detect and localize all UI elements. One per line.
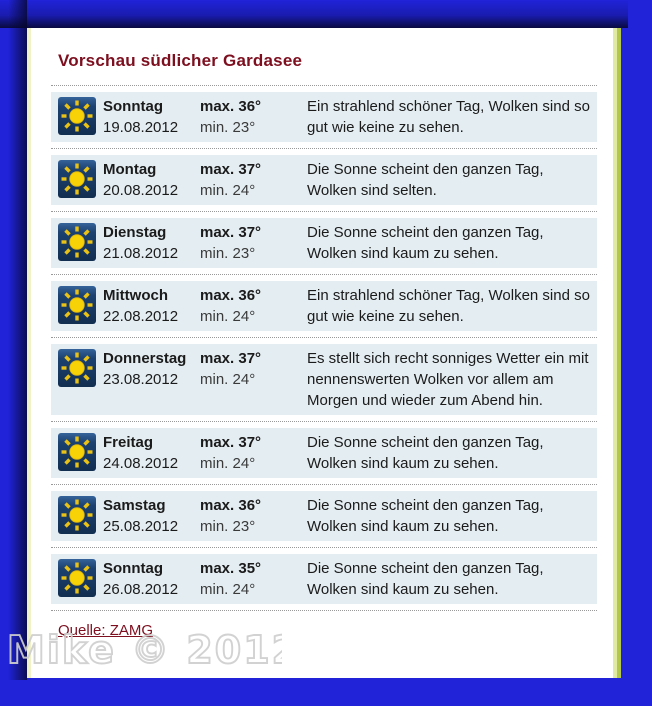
forecast-row-inner: Samstag 25.08.2012 max. 36° min. 23° Die…: [51, 491, 597, 541]
temp-max: max. 36°: [200, 287, 262, 304]
day-name: Sonntag: [103, 98, 163, 115]
day-date: 22.08.2012: [103, 308, 179, 325]
forecast-row-inner: Sonntag 19.08.2012 max. 36° min. 23° Ein…: [51, 92, 597, 142]
forecast-row-inner: Freitag 24.08.2012 max. 37° min. 24° Die…: [51, 428, 597, 478]
temp-max: max. 36°: [200, 98, 262, 115]
temp-max: max. 37°: [200, 434, 262, 451]
source-link[interactable]: Quelle: ZAMG: [58, 622, 154, 639]
forecast-row: Donnerstag 23.08.2012 max. 37° min. 24° …: [51, 337, 597, 415]
forecast-row-inner: Montag 20.08.2012 max. 37° min. 24° Die …: [51, 155, 597, 205]
day-date: 23.08.2012: [103, 371, 179, 388]
temperature-column: max. 37° min. 24°: [200, 159, 307, 201]
temperature-column: max. 37° min. 23°: [200, 222, 307, 264]
forecast-row-inner: Sonntag 26.08.2012 max. 35° min. 24° Die…: [51, 554, 597, 604]
forecast-row: Montag 20.08.2012 max. 37° min. 24° Die …: [51, 148, 597, 205]
temp-max: max. 37°: [200, 350, 262, 367]
day-name: Freitag: [103, 434, 154, 451]
sun-icon: [58, 496, 96, 534]
day-column: Donnerstag 23.08.2012: [103, 348, 200, 390]
forecast-row: Freitag 24.08.2012 max. 37° min. 24° Die…: [51, 421, 597, 478]
day-date: 20.08.2012: [103, 182, 179, 199]
temperature-column: max. 37° min. 24°: [200, 348, 307, 390]
temp-min: min. 23°: [200, 119, 256, 136]
temp-min: min. 24°: [200, 581, 256, 598]
day-date: 26.08.2012: [103, 581, 179, 598]
forecast-description: Es stellt sich recht sonniges Wetter ein…: [307, 350, 589, 409]
forecast-list: Sonntag 19.08.2012 max. 36° min. 23° Ein…: [51, 85, 597, 611]
forecast-row-inner: Donnerstag 23.08.2012 max. 37° min. 24° …: [51, 344, 597, 415]
temp-max: max. 37°: [200, 161, 262, 178]
frame-left-shadow: [0, 0, 27, 680]
sun-icon: [58, 286, 96, 324]
temp-max: max. 35°: [200, 560, 262, 577]
page-title: Vorschau südlicher Gardasee: [58, 51, 303, 70]
forecast-description: Die Sonne scheint den ganzen Tag, Wolken…: [307, 161, 544, 199]
forecast-card: Vorschau südlicher Gardasee: [27, 28, 621, 678]
temp-min: min. 24°: [200, 371, 256, 388]
day-column: Samstag 25.08.2012: [103, 495, 200, 537]
sun-icon: [58, 349, 96, 387]
temp-max: max. 37°: [200, 224, 262, 241]
sun-icon: [58, 433, 96, 471]
day-date: 25.08.2012: [103, 518, 179, 535]
day-name: Samstag: [103, 497, 166, 514]
temperature-column: max. 36° min. 23°: [200, 495, 307, 537]
forecast-row: Dienstag 21.08.2012 max. 37° min. 23° Di…: [51, 211, 597, 268]
day-column: Sonntag 19.08.2012: [103, 96, 200, 138]
forecast-description: Ein strahlend schöner Tag, Wolken sind s…: [307, 287, 590, 325]
day-column: Dienstag 21.08.2012: [103, 222, 200, 264]
forecast-row-inner: Mittwoch 22.08.2012 max. 36° min. 24° Ei…: [51, 281, 597, 331]
day-column: Montag 20.08.2012: [103, 159, 200, 201]
forecast-description: Die Sonne scheint den ganzen Tag, Wolken…: [307, 560, 544, 598]
card-right-edge-strip: [613, 28, 621, 678]
temperature-column: max. 36° min. 23°: [200, 96, 307, 138]
day-column: Mittwoch 22.08.2012: [103, 285, 200, 327]
forecast-row: Sonntag 26.08.2012 max. 35° min. 24° Die…: [51, 547, 597, 604]
temp-min: min. 24°: [200, 182, 256, 199]
card-content: Vorschau südlicher Gardasee: [51, 28, 597, 639]
temperature-column: max. 36° min. 24°: [200, 285, 307, 327]
temperature-column: max. 35° min. 24°: [200, 558, 307, 600]
day-date: 19.08.2012: [103, 119, 179, 136]
day-name: Donnerstag: [103, 350, 187, 367]
forecast-row: Mittwoch 22.08.2012 max. 36° min. 24° Ei…: [51, 274, 597, 331]
temp-min: min. 23°: [200, 518, 256, 535]
day-column: Freitag 24.08.2012: [103, 432, 200, 474]
temp-min: min. 24°: [200, 455, 256, 472]
forecast-description: Ein strahlend schöner Tag, Wolken sind s…: [307, 98, 590, 136]
forecast-row-inner: Dienstag 21.08.2012 max. 37° min. 23° Di…: [51, 218, 597, 268]
source-line: Quelle: ZAMG: [58, 622, 597, 639]
temp-max: max. 36°: [200, 497, 262, 514]
sun-icon: [58, 97, 96, 135]
frame-top-shadow: [0, 0, 628, 28]
sun-icon: [58, 160, 96, 198]
day-date: 24.08.2012: [103, 455, 179, 472]
forecast-description: Die Sonne scheint den ganzen Tag, Wolken…: [307, 497, 544, 535]
day-name: Sonntag: [103, 560, 163, 577]
day-name: Dienstag: [103, 224, 167, 241]
forecast-description: Die Sonne scheint den ganzen Tag, Wolken…: [307, 224, 544, 262]
day-column: Sonntag 26.08.2012: [103, 558, 200, 600]
forecast-row: Sonntag 19.08.2012 max. 36° min. 23° Ein…: [51, 85, 597, 142]
temp-min: min. 23°: [200, 245, 256, 262]
sun-icon: [58, 223, 96, 261]
temperature-column: max. 37° min. 24°: [200, 432, 307, 474]
forecast-description: Die Sonne scheint den ganzen Tag, Wolken…: [307, 434, 544, 472]
day-date: 21.08.2012: [103, 245, 179, 262]
day-name: Mittwoch: [103, 287, 168, 304]
sun-icon: [58, 559, 96, 597]
day-name: Montag: [103, 161, 157, 178]
temp-min: min. 24°: [200, 308, 256, 325]
forecast-row: Samstag 25.08.2012 max. 36° min. 23° Die…: [51, 484, 597, 541]
